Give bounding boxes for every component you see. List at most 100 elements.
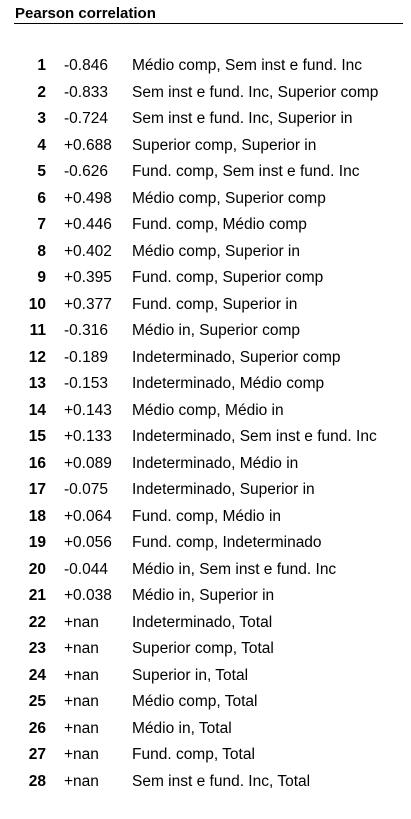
correlation-row: 26 +nan Médio in, Total [0,716,411,743]
row-rank: 18 [28,507,46,525]
correlation-row: 20 -0.044 Médio in, Sem inst e fund. Inc [0,557,411,584]
row-variable-pair: Sem inst e fund. Inc, Superior comp [132,83,379,101]
row-correlation-value: +nan [64,666,99,684]
correlation-row: 8 +0.402 Médio comp, Superior in [0,239,411,266]
correlation-row: 10 +0.377 Fund. comp, Superior in [0,292,411,319]
row-rank: 21 [28,587,46,604]
correlation-row: 4 +0.688 Superior comp, Superior in [0,133,411,160]
correlation-row: 13 -0.153 Indeterminado, Médio comp [0,371,411,398]
correlation-row: 9 +0.395 Fund. comp, Superior comp [0,265,411,292]
page-title: Pearson correlation [14,4,403,24]
row-variable-pair: Fund. comp, Superior in [132,295,298,313]
row-variable-pair: Superior comp, Superior in [132,136,317,154]
row-correlation-value: -0.044 [64,560,108,578]
correlation-row: 11 -0.316 Médio in, Superior comp [0,318,411,345]
row-rank: 28 [28,772,46,790]
row-variable-pair: Indeterminado, Médio comp [132,375,325,392]
row-variable-pair: Médio in, Superior in [132,587,275,604]
row-rank: 19 [28,534,46,551]
correlation-row: 6 +0.498 Médio comp, Superior comp [0,186,411,213]
correlation-row: 15 +0.133 Indeterminado, Sem inst e fund. … [0,424,411,451]
row-correlation-value: -0.846 [64,57,108,74]
row-rank: 12 [28,348,46,366]
row-correlation-value: -0.153 [64,375,108,392]
row-correlation-value: +0.143 [64,401,112,419]
row-correlation-value: +0.133 [64,428,112,445]
row-correlation-value: +nan [64,746,99,763]
correlation-list: 1 -0.846 Médio comp, Sem inst e fund. Inc 2… [0,53,411,795]
row-rank: 15 [28,428,46,445]
row-rank: 27 [28,746,46,763]
row-rank: 26 [28,719,46,737]
row-variable-pair: Médio in, Total [132,719,232,737]
row-rank: 6 [37,189,46,207]
row-correlation-value: +nan [64,613,99,631]
row-correlation-value: +0.498 [64,189,112,207]
correlation-row: 27 +nan Fund. comp, Total [0,742,411,769]
row-rank: 3 [37,110,46,127]
row-correlation-value: +0.395 [64,269,112,286]
row-rank: 8 [37,242,46,260]
row-rank: 10 [28,295,46,313]
row-rank: 13 [28,375,46,392]
correlation-row: 28 +nan Sem inst e fund. Inc, Total [0,769,411,796]
correlation-row: 23 +nan Superior comp, Total [0,636,411,663]
correlation-row: 5 -0.626 Fund. comp, Sem inst e fund. Inc [0,159,411,186]
row-rank: 24 [28,666,46,684]
correlation-row: 7 +0.446 Fund. comp, Médio comp [0,212,411,239]
row-variable-pair: Fund. comp, Total [132,746,255,763]
correlation-row: 1 -0.846 Médio comp, Sem inst e fund. Inc [0,53,411,80]
row-correlation-value: +0.038 [64,587,112,604]
correlation-row: 21 +0.038 Médio in, Superior in [0,583,411,610]
row-variable-pair: Indeterminado, Superior in [132,481,315,498]
row-correlation-value: -0.626 [64,163,108,180]
row-variable-pair: Médio comp, Médio in [132,401,284,419]
correlation-row: 24 +nan Superior in, Total [0,663,411,690]
row-correlation-value: -0.316 [64,322,108,339]
row-rank: 1 [37,57,46,74]
row-rank: 5 [37,163,46,180]
row-correlation-value: +0.056 [64,534,112,551]
row-variable-pair: Indeterminado, Superior comp [132,348,341,366]
row-variable-pair: Médio comp, Superior comp [132,189,326,207]
row-rank: 2 [37,83,46,101]
row-variable-pair: Médio comp, Sem inst e fund. Inc [132,57,363,74]
row-variable-pair: Fund. comp, Superior comp [132,269,324,286]
correlation-row: 22 +nan Indeterminado, Total [0,610,411,637]
row-rank: 7 [37,216,46,233]
row-correlation-value: +0.089 [64,454,112,472]
row-correlation-value: -0.833 [64,83,108,101]
row-correlation-value: +0.446 [64,216,112,233]
row-variable-pair: Sem inst e fund. Inc, Superior in [132,110,353,127]
row-variable-pair: Fund. comp, Médio in [132,507,282,525]
row-variable-pair: Fund. comp, Indeterminado [132,534,322,551]
row-variable-pair: Indeterminado, Médio in [132,454,299,472]
row-correlation-value: +nan [64,693,99,710]
row-correlation-value: -0.724 [64,110,108,127]
row-variable-pair: Superior comp, Total [132,640,274,657]
row-correlation-value: -0.075 [64,481,108,498]
row-correlation-value: +nan [64,640,99,657]
row-correlation-value: +0.402 [64,242,112,260]
correlation-row: 25 +nan Médio comp, Total [0,689,411,716]
row-variable-pair: Fund. comp, Médio comp [132,216,307,233]
row-rank: 4 [37,136,46,154]
row-variable-pair: Médio in, Sem inst e fund. Inc [132,560,337,578]
row-rank: 9 [37,269,46,286]
row-correlation-value: +0.064 [64,507,112,525]
correlation-row: 14 +0.143 Médio comp, Médio in [0,398,411,425]
row-correlation-value: -0.189 [64,348,108,366]
correlation-row: 16 +0.089 Indeterminado, Médio in [0,451,411,478]
row-variable-pair: Indeterminado, Total [132,613,273,631]
row-rank: 25 [28,693,46,710]
correlation-row: 18 +0.064 Fund. comp, Médio in [0,504,411,531]
row-rank: 23 [28,640,46,657]
row-rank: 16 [28,454,46,472]
correlation-row: 17 -0.075 Indeterminado, Superior in [0,477,411,504]
row-rank: 22 [28,613,46,631]
row-rank: 14 [28,401,46,419]
row-correlation-value: +nan [64,719,99,737]
row-variable-pair: Médio comp, Total [132,693,258,710]
row-correlation-value: +0.377 [64,295,112,313]
row-correlation-value: +0.688 [64,136,112,154]
